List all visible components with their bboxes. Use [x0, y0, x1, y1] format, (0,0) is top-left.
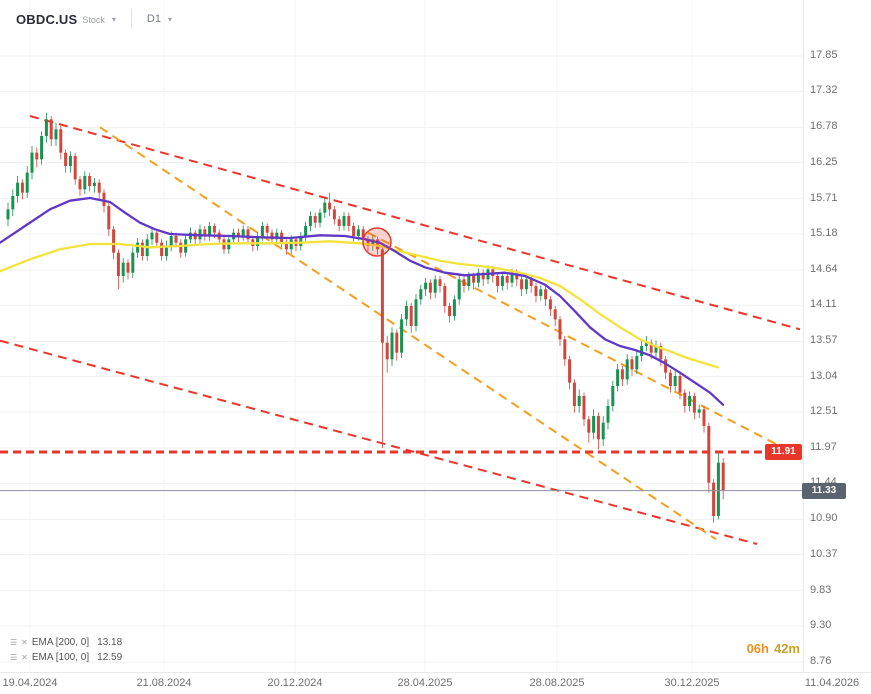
indicator-label: EMA [200, 0]: [31, 637, 90, 648]
indicator-legend: ☰ ✕ EMA [200, 0] 13.18 ☰ ✕ EMA [100, 0] …: [10, 635, 122, 665]
price-tick-label: 16.25: [810, 155, 838, 168]
indicator-label: EMA [100, 0]: [31, 652, 90, 663]
symbol-label: OBDC.US: [16, 11, 78, 27]
price-tick-label: 15.18: [810, 227, 838, 239]
price-axis[interactable]: 17.85 17.32 16.78 16.25 15.71 15.18 14.64 14.11…: [803, 0, 871, 672]
price-tick-label: 11.97: [810, 441, 837, 453]
timeframe-label: D1: [146, 13, 161, 25]
price-tick-label: 10.90: [810, 512, 838, 525]
countdown-minutes: 42m: [773, 641, 800, 656]
current-price-badge: 11.33: [802, 482, 846, 499]
close-icon[interactable]: ✕: [21, 653, 28, 662]
indicator-value: 12.59: [97, 652, 123, 663]
time-axis[interactable]: 19.04.2024 21.08.2024 20.12.2024 28.04.2025…: [0, 672, 871, 694]
candle-close-countdown: 06h 42m: [700, 641, 800, 656]
date-tick-label: 21.08.2024: [136, 677, 192, 689]
timeframe-selector-button[interactable]: D1 ▾: [147, 13, 172, 25]
price-tick-label: 17.32: [810, 84, 838, 97]
settings-icon[interactable]: ☰: [10, 653, 18, 662]
price-tick-label: 13.04: [810, 369, 838, 382]
toolbar-divider: [130, 9, 132, 29]
settings-icon[interactable]: ☰: [10, 638, 18, 647]
date-tick-label: 28.04.2025: [397, 677, 453, 689]
alert-price-badge: 11.91: [765, 444, 802, 460]
price-tick-label: 12.51: [810, 405, 838, 417]
price-tick-label: 15.71: [810, 191, 838, 204]
price-tick-label: 9.83: [810, 583, 832, 596]
price-tick-label: 10.37: [810, 547, 838, 560]
legend-row-ema200: ☰ ✕ EMA [200, 0] 13.18: [10, 635, 122, 650]
chart-toolbar: OBDC.US Stock ▾ D1 ▾: [16, 8, 172, 30]
symbol-selector-button[interactable]: OBDC.US Stock ▾: [16, 12, 116, 27]
date-tick-label: 30.12.2025: [664, 677, 720, 689]
instrument-type-label: Stock: [82, 15, 105, 25]
date-tick-label: 19.04.2024: [2, 677, 58, 689]
close-icon[interactable]: ✕: [21, 638, 28, 647]
date-tick-label: 20.12.2024: [267, 677, 323, 689]
chevron-down-icon: ▾: [111, 14, 116, 24]
price-tick-label: 13.57: [810, 334, 838, 347]
date-tick-label: 28.08.2025: [529, 677, 585, 689]
indicator-value: 13.18: [97, 637, 123, 648]
price-tick-label: 9.30: [810, 619, 832, 631]
chart-plot-area[interactable]: [0, 0, 803, 672]
price-chart-canvas[interactable]: [0, 0, 803, 672]
date-tick-label: 11.04.2026: [804, 677, 860, 689]
price-tick-label: 14.11: [810, 298, 837, 311]
price-tick-label: 8.76: [810, 655, 832, 667]
legend-row-ema100: ☰ ✕ EMA [100, 0] 12.59: [10, 650, 122, 665]
price-tick-label: 17.85: [810, 49, 838, 61]
price-tick-label: 14.64: [810, 263, 838, 275]
chevron-down-icon: ▾: [167, 14, 172, 24]
countdown-hours: 06h: [746, 641, 769, 656]
price-tick-label: 16.78: [810, 120, 838, 133]
